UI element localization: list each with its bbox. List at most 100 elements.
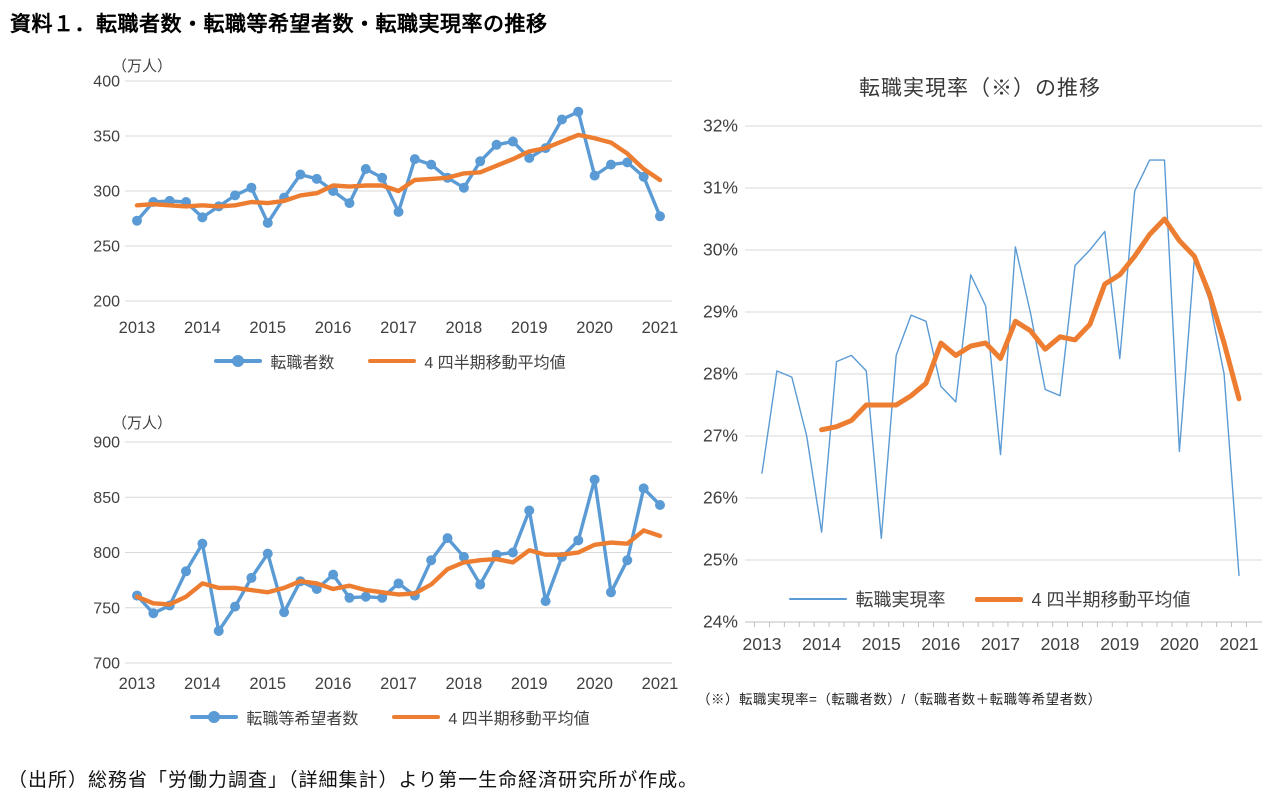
data-point-marker	[148, 608, 159, 619]
y-axis-label: 30%	[703, 240, 738, 260]
x-axis-label: 2017	[380, 675, 417, 693]
y-axis-label: 300	[93, 184, 120, 201]
legend-label: 4 四半期移動平均値	[1031, 590, 1191, 610]
y-axis-label: 750	[93, 600, 120, 617]
y-axis-label: 250	[93, 239, 120, 256]
x-axis-label: 2020	[576, 675, 613, 693]
job-changers-chart: 400 350 300 250 200 2013 2014 2015 2016 2017 2018 2…	[93, 74, 679, 338]
y-axis-label: 25%	[703, 550, 738, 570]
y-axis-label: 24%	[703, 612, 738, 632]
x-axis-label: 2013	[119, 319, 156, 337]
legend-line-sample	[368, 358, 417, 364]
y-axis-label: 200	[93, 294, 120, 311]
x-axis-label: 2013	[119, 675, 156, 693]
data-point-marker	[393, 206, 404, 217]
x-axis-label: 2014	[184, 319, 221, 337]
y-axis-label: 700	[93, 656, 120, 673]
y-axis-label: 28%	[703, 364, 738, 384]
legend-line-glyph	[975, 596, 1024, 602]
x-axis-label: 2018	[1041, 634, 1080, 654]
data-point-marker	[605, 587, 616, 598]
source-footer: （出所）総務省「労働力調査」（詳細集計）より第一生命経済研究所が作成。	[8, 770, 699, 791]
x-axis-label: 2014	[802, 634, 841, 654]
data-point-marker	[475, 156, 486, 167]
data-point-marker	[638, 171, 649, 182]
legend-line-marker-sample	[190, 710, 239, 723]
legend-marker-dot	[208, 710, 221, 723]
data-point-marker	[589, 170, 600, 181]
legend-line-sample	[392, 714, 441, 720]
legend-label: 転職等希望者数	[246, 711, 359, 728]
data-point-marker	[246, 182, 257, 193]
data-point-marker	[213, 625, 224, 636]
x-axis-label: 2021	[642, 319, 679, 337]
x-axis-label: 2018	[446, 319, 483, 337]
legend-label: 4 四半期移動平均値	[448, 711, 590, 728]
legend-item: 転職者数	[214, 349, 334, 373]
legend-label: 転職実現率	[855, 590, 946, 610]
y-axis-label: 27%	[703, 426, 738, 446]
right-chart-title: 転職実現率（※）の推移	[859, 77, 1101, 100]
moving-average-line	[819, 216, 1242, 433]
x-axis-label: 2019	[511, 675, 548, 693]
legend-line-sample	[975, 596, 1024, 602]
data-point-marker	[197, 538, 208, 549]
data-point-marker	[279, 607, 290, 618]
data-point-marker	[230, 601, 241, 612]
x-axis-label: 2015	[249, 675, 286, 693]
data-point-marker	[589, 474, 600, 485]
x-axis-label: 2015	[249, 319, 286, 337]
data-point-marker	[132, 215, 142, 226]
data-point-marker	[458, 182, 469, 193]
job-change-hopefuls-legend: 転職等希望者数 4 四半期移動平均値	[80, 705, 700, 729]
data-point-marker	[393, 578, 404, 589]
legend-line-glyph	[392, 714, 441, 720]
legend-item: 4 四半期移動平均値	[975, 586, 1191, 612]
x-axis-label: 2015	[862, 634, 901, 654]
x-axis-label: 2021	[642, 675, 679, 693]
x-axis-label: 2016	[921, 634, 960, 654]
data-point-marker	[181, 566, 192, 577]
y-axis-label: 400	[93, 74, 120, 91]
data-point-marker	[475, 579, 486, 590]
legend-label: 転職者数	[270, 355, 335, 372]
x-axis-label: 2019	[1100, 634, 1139, 654]
y-axis-label: 850	[93, 490, 120, 507]
x-axis-label: 2019	[511, 319, 548, 337]
y-axis-label: 350	[93, 129, 120, 146]
x-axis-label: 2021	[1220, 634, 1259, 654]
legend-line-glyph	[789, 598, 848, 600]
legend-item: 転職実現率	[789, 586, 945, 612]
legend-item: 転職等希望者数	[190, 705, 358, 729]
data-point-marker	[458, 551, 469, 562]
legend-line-glyph	[368, 358, 417, 364]
data-point-marker	[573, 106, 584, 117]
data-point-marker	[197, 212, 208, 223]
data-point-marker	[262, 548, 273, 559]
data-point-marker	[328, 569, 339, 580]
data-point-marker	[622, 157, 633, 168]
data-point-marker	[507, 547, 518, 558]
y-axis-unit-label: （万人）	[112, 58, 173, 75]
formula-note: （※）転職実現率=（転職者数）/（転職者数＋転職等希望者数）	[697, 692, 1102, 707]
data-point-marker	[426, 159, 437, 170]
y-axis-unit-label: （万人）	[112, 415, 173, 432]
x-axis-label: 2016	[315, 319, 352, 337]
data-point-marker	[655, 499, 665, 510]
legend-line-sample	[789, 598, 848, 600]
data-point-marker	[442, 533, 453, 544]
data-point-marker	[655, 211, 665, 222]
series-line	[761, 159, 1240, 577]
data-point-marker	[360, 591, 371, 602]
moving-average-line	[134, 528, 663, 607]
realization-rate-legend: 転職実現率 4 四半期移動平均値	[730, 586, 1250, 612]
x-axis-label: 2016	[315, 675, 352, 693]
y-axis-label: 900	[93, 435, 120, 452]
legend-line-marker-sample	[214, 354, 263, 367]
job-changers-legend: 転職者数 4 四半期移動平均値	[80, 349, 700, 373]
data-point-marker	[622, 555, 633, 566]
x-axis-label: 2014	[184, 675, 221, 693]
data-point-marker	[573, 535, 584, 546]
x-axis-label: 2017	[981, 634, 1020, 654]
